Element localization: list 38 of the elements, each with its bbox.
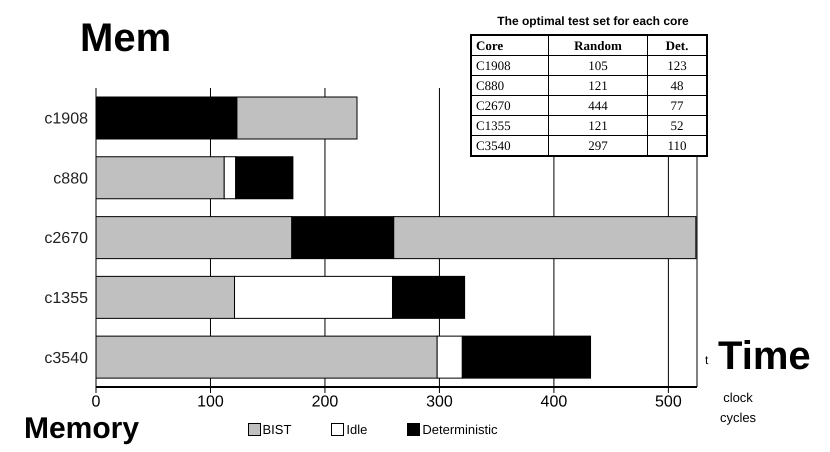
x-tick-label: 100 [197,393,224,410]
annotation: 121 [548,76,648,96]
annotation: 110 [648,136,707,156]
annotation: 77 [648,96,707,116]
y-tick-label: c1908 [44,110,88,128]
text: 123 [667,58,687,73]
y-tick-label: c880 [53,170,88,188]
annotation: 48 [648,76,707,96]
text: Core [476,38,504,53]
x-tick-label: 500 [655,393,682,410]
annotation: 121 [548,116,648,136]
legend-label: Idle [345,422,368,437]
legend-label: Deterministic [421,422,498,437]
text: C1908 [476,58,511,73]
text: Time [718,334,811,379]
text: The optimal test set for each core [497,14,689,28]
y-tick-label: c1355 [44,290,88,307]
x-axis-title: clock cycles [718,389,758,427]
x-tick-label: 200 [312,393,338,410]
text: Random [574,38,622,53]
annotation: C880 [471,76,548,96]
annotation: 297 [548,136,648,156]
annotation: C3540 [471,136,548,156]
x-tick-label: 300 [426,393,453,410]
text: 105 [588,58,608,73]
legend-label: BIST [262,422,292,437]
x-tick-label: 0 [92,393,101,410]
annotation: C1355 [471,116,548,136]
annotation: C2670 [471,96,548,116]
annotation: 444 [548,96,648,116]
text: Memory [24,412,140,446]
x-tick-label: 400 [540,393,568,410]
text: Det. [666,38,688,53]
text: Mem [80,16,172,61]
y-tick-label: c3540 [44,350,88,367]
y-tick-label: c2670 [44,230,88,248]
annotation: 52 [648,116,707,136]
text: t [705,353,708,367]
